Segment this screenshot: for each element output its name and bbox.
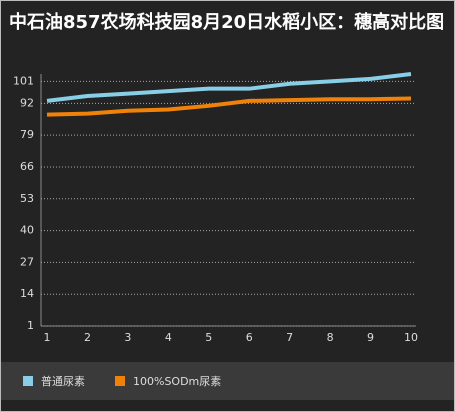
y-tick-label: 53 [20,192,34,205]
x-tick-label: 1 [44,331,51,344]
y-tick-label: 66 [20,160,34,173]
legend-swatch [23,376,33,386]
y-tick-label: 40 [20,224,34,237]
legend-label: 100%SODm尿素 [133,375,221,388]
x-tick-label: 8 [327,331,334,344]
series-line [46,72,412,103]
y-tick-label: 101 [13,74,34,87]
x-tick-label: 9 [367,331,374,344]
chart-title: 中石油857农场科技园8月20日水稻小区：穗高对比图 [9,12,445,33]
series-line [46,96,412,117]
x-tick-label: 5 [205,331,212,344]
legend-swatch [115,376,125,386]
x-tick-label: 6 [246,331,253,344]
x-tick-label: 4 [165,331,172,344]
y-tick-label: 79 [20,128,34,141]
legend-background [1,362,454,400]
x-tick-label: 7 [286,331,293,344]
legend-label: 普通尿素 [41,374,85,388]
x-tick-label: 3 [124,331,131,344]
y-tick-label: 1 [27,319,34,332]
y-tick-label: 27 [20,255,34,268]
y-tick-label: 92 [20,96,34,109]
y-tick-label: 14 [20,287,34,300]
x-tick-label: 2 [84,331,91,344]
x-tick-label: 10 [404,331,418,344]
